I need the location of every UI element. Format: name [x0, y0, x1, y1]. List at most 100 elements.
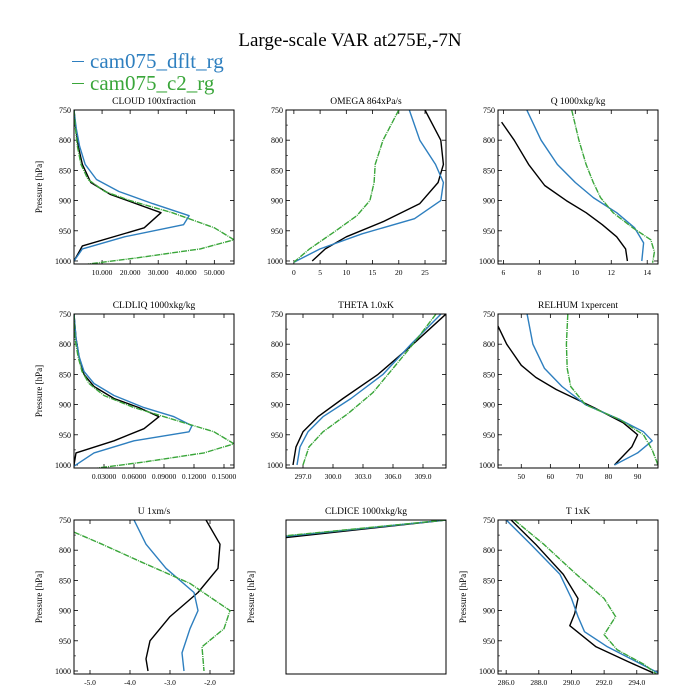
panel-4: THETA 1.0xK 750 800 850 900 950 1000 297.0 300.0…: [267, 301, 447, 481]
panel-yticklabel-4-5: 1000: [267, 461, 283, 470]
panel-xticklabel-2-4: 14: [643, 268, 651, 277]
panel-xticklabel-2-1: 8: [537, 268, 541, 277]
panel-xticklabel-6-1: -4.0: [124, 678, 136, 687]
panel-ylabel-6: Pressure [hPa]: [34, 571, 44, 623]
panel-yticklabel-2-3: 900: [483, 197, 495, 206]
panel-1-series-0: [311, 110, 445, 262]
panel-xticklabel-5-2: 70: [576, 472, 584, 481]
panel-yticklabel-1-3: 900: [271, 197, 283, 206]
panel-yticklabel-0-5: 1000: [55, 257, 71, 266]
panel-xticklabel-2-2: 10: [572, 268, 580, 277]
panel-frame-1: [285, 109, 447, 265]
panel-6-series-2: [74, 531, 231, 672]
panel-xticklabel-1-4: 20: [395, 268, 403, 277]
panel-title-0: CLOUD 100xfraction: [112, 96, 196, 107]
panel-yticklabel-2-5: 1000: [479, 257, 495, 266]
legend-line-c2: [72, 82, 84, 84]
panel-xticklabel-8-0: 286.0: [498, 678, 515, 687]
panel-yticklabel-3-4: 950: [59, 431, 71, 440]
panel-xticklabel-5-1: 60: [547, 472, 555, 481]
panel-title-2: Q 1000xkg/kg: [551, 97, 606, 107]
panel-7-series-2: [286, 520, 446, 537]
panel-title-1: OMEGA 864xPa/s: [330, 97, 402, 107]
panel-xticklabel-4-0: 297.0: [295, 472, 312, 481]
panel-4-series-0: [292, 314, 446, 466]
panel-5-series-0: [498, 325, 639, 466]
panel-yticklabel-0-1: 800: [59, 136, 71, 145]
panel-xticklabel-8-3: 292.0: [596, 678, 613, 687]
panel-yticklabel-8-3: 900: [483, 607, 495, 616]
panel-5: RELHUM 1xpercent 750 800 850 900 950 1000 50 60 7…: [479, 301, 659, 481]
panel-yticklabel-1-1: 800: [271, 136, 283, 145]
panel-0: CLOUD 100xfraction Pressure [hPa] 750 800 85…: [34, 96, 235, 277]
panel-yticklabel-6-2: 850: [59, 576, 71, 585]
panel-yticklabel-3-2: 850: [59, 370, 71, 379]
panel-8-series-2: [513, 520, 657, 674]
panel-title-7: CLDICE 1000xkg/kg: [325, 507, 407, 517]
panel-xticklabel-5-3: 80: [605, 472, 613, 481]
panel-yticklabel-6-1: 800: [59, 546, 71, 555]
panel-xticklabel-4-4: 309.0: [415, 472, 432, 481]
panel-yticklabel-2-1: 800: [483, 136, 495, 145]
panel-3: CLDLIQ 1000xkg/kg Pressure [hPa] 750 800 850…: [34, 301, 236, 481]
panel-yticklabel-5-3: 900: [483, 401, 495, 410]
panel-yticklabel-3-1: 800: [59, 340, 71, 349]
panel-8-series-0: [510, 520, 654, 674]
panel-yticklabel-5-1: 800: [483, 340, 495, 349]
panel-xticklabel-0-0: 10.000: [92, 268, 113, 277]
panel-0-series-1: [74, 110, 190, 262]
panel-frame-4: [285, 313, 447, 469]
panel-3-series-0: [74, 314, 160, 466]
panel-frame-3: [73, 313, 235, 469]
panel-2: Q 1000xkg/kg 750 800 850 900 950 1000 6 8 10 12 14: [479, 97, 659, 277]
panel-title-5: RELHUM 1xpercent: [538, 301, 618, 311]
panel-6-series-0: [145, 520, 221, 672]
panel-xticklabel-4-3: 306.0: [385, 472, 402, 481]
panel-frame-8: [497, 519, 659, 675]
panel-ylabel-0: Pressure [hPa]: [34, 161, 44, 213]
panel-xticklabel-1-0: 0: [292, 268, 296, 277]
panel-8-series-1: [505, 520, 658, 674]
panel-xticklabel-1-5: 25: [421, 268, 429, 277]
panel-yticklabel-4-4: 950: [271, 431, 283, 440]
panel-xticklabel-3-0: 0.03000: [92, 472, 117, 481]
panel-xticklabel-1-3: 15: [369, 268, 377, 277]
panel-yticklabel-8-5: 1000: [479, 667, 495, 676]
legend-label-dflt: cam075_dflt_rg: [90, 48, 224, 73]
panel-yticklabel-3-3: 900: [59, 401, 71, 410]
panel-7: CLDICE 1000xkg/kg Pressure [hPa]: [246, 507, 447, 675]
panel-4-series-1: [296, 314, 442, 466]
panel-ylabel-8: Pressure [hPa]: [458, 571, 468, 623]
panel-xticklabel-2-0: 6: [502, 268, 506, 277]
panel-xticklabel-0-2: 30.000: [148, 268, 169, 277]
panel-xticklabel-8-4: 294.0: [628, 678, 645, 687]
panel-yticklabel-1-4: 950: [271, 227, 283, 236]
panel-yticklabel-3-0: 750: [59, 310, 71, 319]
main-title: Large-scale VAR at275E,-7N: [238, 30, 462, 51]
legend-label-c2: cam075_c2_rg: [90, 70, 215, 95]
panel-yticklabel-4-2: 850: [271, 370, 283, 379]
panel-ylabel-7: Pressure [hPa]: [246, 571, 256, 623]
panel-yticklabel-2-4: 950: [483, 227, 495, 236]
panel-xticklabel-8-1: 288.0: [530, 678, 547, 687]
panel-4-series-2: [302, 314, 437, 466]
panel-yticklabel-1-0: 750: [271, 106, 283, 115]
panel-xticklabel-0-1: 20.000: [120, 268, 141, 277]
panel-yticklabel-1-5: 1000: [267, 257, 283, 266]
panel-yticklabel-4-3: 900: [271, 401, 283, 410]
panel-xticklabel-0-4: 50.000: [204, 268, 225, 277]
panel-frame-7: [285, 519, 447, 675]
panel-yticklabel-8-0: 750: [483, 516, 495, 525]
panel-title-6: U 1xm/s: [138, 507, 171, 517]
panel-2-series-2: [571, 110, 656, 263]
panel-ylabel-3: Pressure [hPa]: [34, 365, 44, 417]
panel-yticklabel-0-3: 900: [59, 197, 71, 206]
panel-7-series-1: [286, 520, 446, 537]
panel-xticklabel-1-1: 5: [318, 268, 322, 277]
panel-5-series-2: [565, 314, 658, 466]
panel-yticklabel-0-4: 950: [59, 227, 71, 236]
panel-xticklabel-3-2: 0.09000: [152, 472, 177, 481]
legend-line-dflt: [72, 60, 84, 62]
